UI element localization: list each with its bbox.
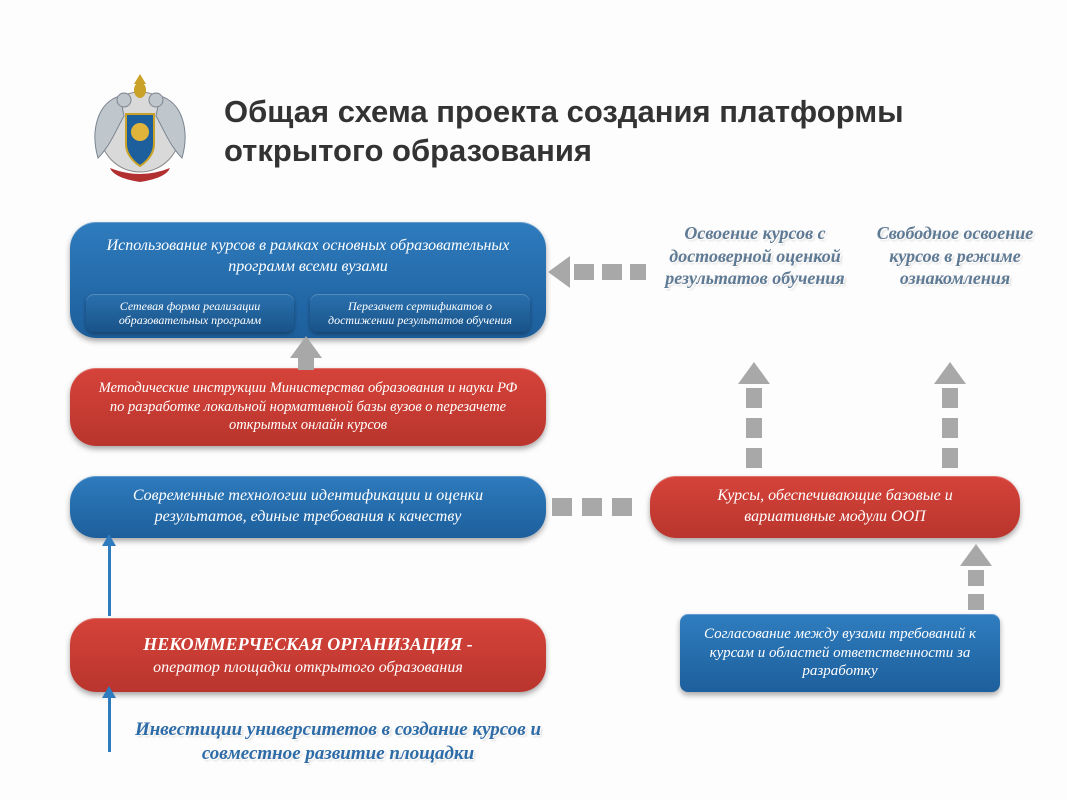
text-free-mastery: Свободное освоение курсов в режиме ознак… <box>870 222 1040 290</box>
text-investments: Инвестиции университетов в создание курс… <box>118 718 558 766</box>
box-agreement: Согласование между вузами требований к к… <box>680 614 1000 692</box>
box-nko-line2: оператор площадки открытого образования <box>153 659 463 677</box>
text-mastery-with-assessment: Освоение курсов с достоверной оценкой ре… <box>650 222 860 290</box>
arrow-instructions-to-top <box>290 336 322 370</box>
arrow-t1-to-top-blue <box>548 256 648 288</box>
header: Общая схема проекта создания платформы о… <box>80 72 944 192</box>
box-courses: Курсы, обеспечивающие базовые и вариатив… <box>650 476 1020 538</box>
box-top-usage-text: Использование курсов в рамках основных о… <box>98 236 518 278</box>
arrow-tech-to-courses <box>552 498 646 518</box>
box-ministry-instructions: Методические инструкции Министерства обр… <box>70 368 546 446</box>
box-nko-line1: НЕКОММЕРЧЕСКАЯ ОРГАНИЗАЦИЯ - <box>143 634 473 655</box>
arrow-agree-to-courses <box>960 544 992 612</box>
box-nko: НЕКОММЕРЧЕСКАЯ ОРГАНИЗАЦИЯ - оператор пл… <box>70 618 546 692</box>
arrow-courses-to-t2 <box>934 362 966 474</box>
box-technologies: Современные технологии идентификации и о… <box>70 476 546 538</box>
subbox-cert-transfer: Перезачет сертификатов о достижении резу… <box>310 294 530 332</box>
subbox-network-form: Сетевая форма реализации образовательных… <box>86 294 294 332</box>
arrow-courses-to-t1 <box>738 362 770 474</box>
arrow-invest-to-nko <box>108 696 111 752</box>
arrow-nko-to-tech <box>108 544 111 616</box>
slide-title: Общая схема проекта создания платформы о… <box>224 93 944 171</box>
coat-of-arms-icon <box>80 66 200 186</box>
